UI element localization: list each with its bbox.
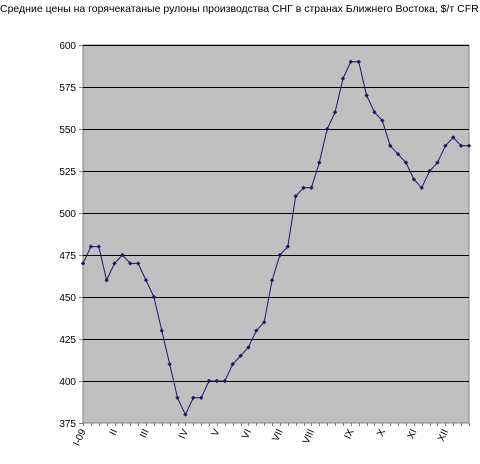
chart-title: Средние цены на горячекатаные рулоны про… xyxy=(0,3,479,15)
data-point xyxy=(364,93,369,98)
data-point xyxy=(120,252,125,258)
data-point xyxy=(388,143,393,148)
y-tick-label: 375 xyxy=(59,419,76,430)
data-point xyxy=(222,378,227,384)
data-point xyxy=(301,185,306,190)
data-point xyxy=(293,194,298,199)
data-point xyxy=(191,395,196,400)
data-point xyxy=(254,328,259,333)
y-tick-label: 500 xyxy=(59,209,76,220)
data-point xyxy=(128,261,133,266)
x-tick-label: VI xyxy=(240,428,254,441)
data-point xyxy=(230,362,235,367)
x-tick-label: IX xyxy=(343,427,357,441)
data-point xyxy=(419,185,424,190)
data-point xyxy=(380,118,385,123)
data-point xyxy=(104,278,109,283)
y-tick-label: 600 xyxy=(59,41,76,52)
data-point xyxy=(285,244,291,249)
data-point xyxy=(175,395,180,400)
x-tick-label: III xyxy=(138,428,151,440)
data-point xyxy=(135,261,141,266)
data-point xyxy=(151,294,157,300)
data-point xyxy=(112,261,117,266)
data-point xyxy=(332,110,338,115)
data-point xyxy=(458,143,464,148)
data-point xyxy=(96,244,101,249)
data-point xyxy=(309,185,314,190)
x-tick-label: IV xyxy=(177,427,191,441)
data-point xyxy=(435,160,440,165)
data-point xyxy=(167,362,172,367)
data-point xyxy=(183,412,188,417)
data-point xyxy=(451,135,456,140)
data-point xyxy=(206,378,212,384)
data-point xyxy=(325,126,330,132)
series-markers xyxy=(80,59,472,417)
x-tick-label: XII xyxy=(436,428,451,444)
data-point xyxy=(443,143,448,148)
x-tick-label: VIII xyxy=(301,428,317,446)
x-axis-ticks: I-09 II III IV V VI VII VIII IX X XI XII xyxy=(71,423,470,448)
data-point xyxy=(411,177,417,182)
y-tick-label: 575 xyxy=(59,83,76,94)
y-tick-label: 425 xyxy=(59,335,76,346)
y-axis-ticks: 375 400 425 450 475 500 525 550 575 600 xyxy=(59,41,83,430)
x-tick-label: II xyxy=(108,428,120,438)
data-point xyxy=(356,59,361,64)
data-point xyxy=(372,110,377,115)
data-point xyxy=(277,252,283,258)
y-tick-label: 525 xyxy=(59,167,76,178)
y-tick-label: 400 xyxy=(59,377,76,388)
data-point xyxy=(348,59,354,64)
y-tick-label: 475 xyxy=(59,251,76,262)
data-point xyxy=(340,76,346,81)
data-point xyxy=(317,160,322,165)
data-point xyxy=(246,345,251,350)
data-point xyxy=(159,328,164,333)
x-tick-label: X xyxy=(375,427,388,438)
data-point xyxy=(143,278,149,283)
x-tick-label: I-09 xyxy=(71,427,88,448)
data-point xyxy=(466,143,472,148)
data-point xyxy=(198,395,204,400)
data-point xyxy=(403,160,409,165)
data-point xyxy=(238,353,243,358)
data-point xyxy=(269,278,275,283)
x-tick-label: VII xyxy=(271,428,286,444)
plot-area xyxy=(82,44,470,424)
x-tick-label: XI xyxy=(406,428,420,441)
grid-lines xyxy=(83,45,469,382)
series-line xyxy=(82,61,469,416)
data-point xyxy=(214,378,220,384)
data-point xyxy=(88,244,94,249)
data-point xyxy=(261,320,267,325)
y-tick-label: 550 xyxy=(59,125,76,136)
x-tick-label: V xyxy=(210,427,223,438)
data-point xyxy=(427,168,432,174)
data-point xyxy=(395,152,401,157)
y-tick-label: 450 xyxy=(59,293,76,304)
data-point xyxy=(80,261,86,266)
